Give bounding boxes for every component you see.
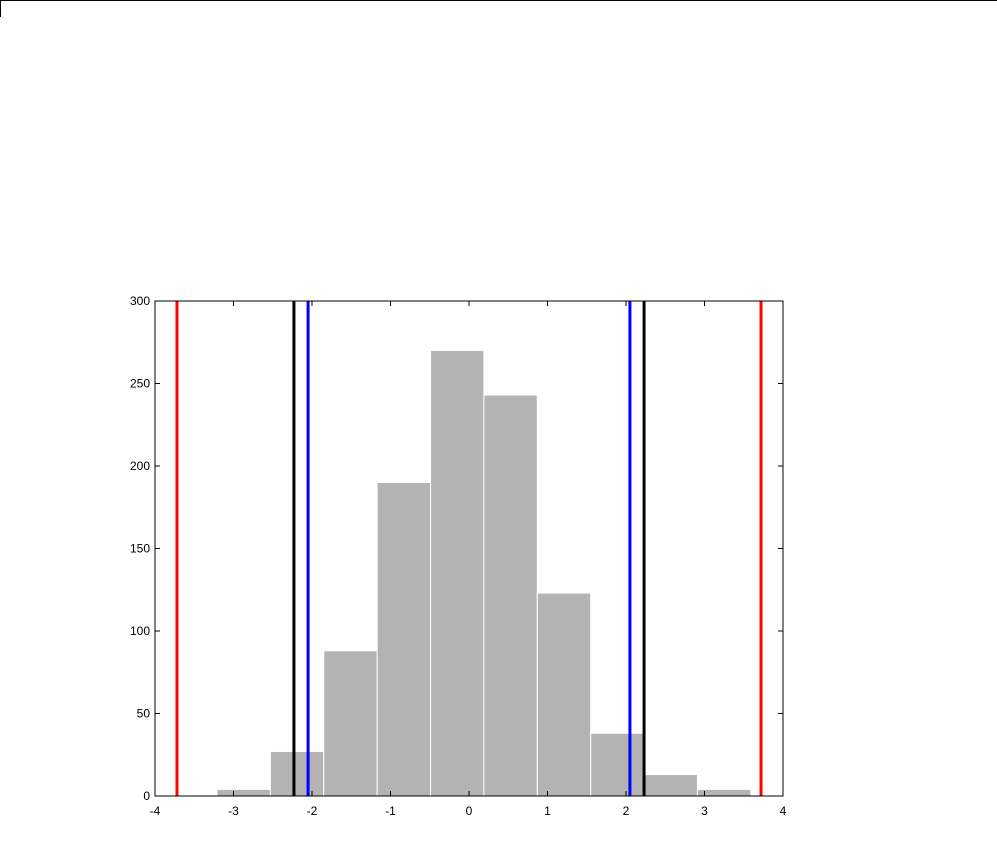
y-tick-label-6: 300: [130, 294, 150, 308]
histogram-bar-6: [536, 592, 592, 797]
y-tick-label-0: 0: [143, 789, 150, 803]
y-tick-label-2: 100: [130, 624, 150, 638]
window-top-border: [0, 0, 997, 1]
y-axis-ticks: 0 50 100 150 200 250 300: [130, 294, 783, 803]
y-tick-label-4: 200: [130, 459, 150, 473]
histogram-bar-7: [590, 732, 645, 797]
x-tick-label-8: 4: [780, 804, 787, 818]
x-tick-label-0: -4: [150, 804, 161, 818]
histogram-bar-3: [376, 482, 432, 797]
x-axis-ticks: -4 -3 -2 -1 0 1 2 3 4: [150, 301, 787, 818]
y-tick-label-3: 150: [130, 542, 150, 556]
histogram-bar-5: [483, 394, 538, 797]
x-tick-label-2: -2: [307, 804, 318, 818]
threshold-lines: [175, 301, 763, 796]
histogram-bar-8: [643, 774, 698, 797]
x-tick-label-3: -1: [385, 804, 396, 818]
x-tick-label-6: 2: [623, 804, 630, 818]
y-tick-label-5: 250: [130, 377, 150, 391]
window-left-border: [0, 0, 1, 17]
histogram-bar-1: [269, 750, 325, 797]
x-tick-label-5: 1: [544, 804, 551, 818]
histogram-bar-4: [430, 350, 485, 797]
x-tick-label-1: -3: [228, 804, 239, 818]
x-tick-label-4: 0: [466, 804, 473, 818]
histogram-bar-0: [216, 788, 271, 797]
y-tick-label-1: 50: [137, 707, 151, 721]
histogram-bar-2: [323, 650, 378, 797]
histogram-bar-9: [696, 788, 752, 797]
x-tick-label-7: 3: [701, 804, 708, 818]
histogram-bars: [216, 350, 752, 797]
